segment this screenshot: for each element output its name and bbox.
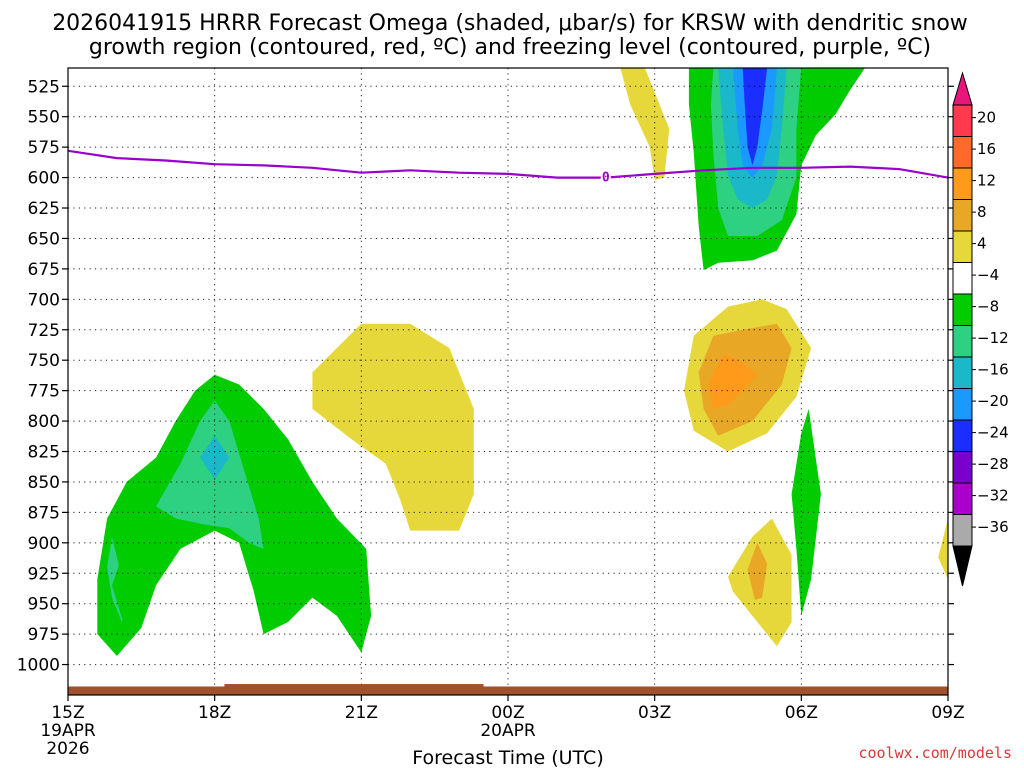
y-tick-label-1000: 1000 <box>17 656 60 676</box>
colorbar-top-arrow <box>952 71 973 106</box>
colorbar-label-9: −20 <box>977 392 1009 410</box>
colorbar-label-3: 8 <box>977 203 987 221</box>
y-tick-label-850: 850 <box>28 473 60 493</box>
y-tick-label-725: 725 <box>28 321 60 341</box>
x-tick-label-03Z: 03Z <box>638 703 671 723</box>
colorbar-label-7: −12 <box>977 329 1009 347</box>
y-tick-label-775: 775 <box>28 382 60 402</box>
colorbar-label-13: −36 <box>977 518 1009 536</box>
x-tick-date-19APR: 19APR <box>40 721 96 741</box>
y-tick-label-525: 525 <box>28 77 60 97</box>
colorbar-segment-11 <box>952 451 973 484</box>
colorbar-segment-2 <box>952 167 973 200</box>
freezing-level-label-bg <box>600 169 611 184</box>
y-axis: 525 550 575 600 625 650 675 700 725 750 775 800 825 8… <box>17 77 954 676</box>
colorbar-label-5: −4 <box>977 266 999 284</box>
y-tick-label-575: 575 <box>28 138 60 158</box>
colorbar-label-0: 20 <box>977 109 996 127</box>
x-tick-label-21Z: 21Z <box>345 703 378 723</box>
x-tick-label-00Z: 00Z <box>491 703 524 723</box>
x-axis-label: Forecast Time (UTC) <box>412 747 603 768</box>
x-tick-label-06Z: 06Z <box>785 703 818 723</box>
x-tick-year-2026: 2026 <box>46 739 89 759</box>
x-tick-date-20APR: 20APR <box>480 721 536 741</box>
gridlines <box>68 68 948 695</box>
colorbar-label-1: 16 <box>977 140 996 158</box>
freezing-level-layer: 0 <box>68 149 948 186</box>
colorbar-segment-3 <box>952 199 973 232</box>
terrain-layer <box>68 684 948 695</box>
colorbar-segment-13 <box>952 514 973 547</box>
colorbar-segment-6 <box>952 293 973 326</box>
credit-text: coolwx.com/models <box>858 744 1012 762</box>
omega-region-descent-09z <box>938 518 948 580</box>
omega-region-lowlevel-ascent-core <box>156 400 264 549</box>
colorbar-segment-12 <box>952 482 973 515</box>
x-tick-label-09Z: 09Z <box>931 703 964 723</box>
y-tick-label-975: 975 <box>28 625 60 645</box>
colorbar-segment-5 <box>952 262 973 295</box>
colorbar-label-10: −24 <box>977 424 1009 442</box>
colorbar-label-2: 12 <box>977 172 996 190</box>
colorbar-segment-9 <box>952 388 973 421</box>
y-tick-label-800: 800 <box>28 412 60 432</box>
omega-region-descent-05z-8 <box>747 542 768 600</box>
omega-region-ascent-16z-sliver <box>112 542 142 635</box>
y-tick-label-875: 875 <box>28 503 60 523</box>
y-tick-label-950: 950 <box>28 595 60 615</box>
colorbar: 20 16 12 8 4 −4 −8 −12 −16 −20 −24 −28 −32 −36 <box>952 71 1009 587</box>
y-tick-label-900: 900 <box>28 534 60 554</box>
colorbar-label-4: 4 <box>977 235 987 253</box>
chart-title-line2: growth region (contoured, red, ºC) and f… <box>89 35 931 60</box>
colorbar-label-8: −16 <box>977 361 1009 379</box>
y-tick-label-925: 925 <box>28 564 60 584</box>
x-tick-label-15Z: 15Z <box>51 703 84 723</box>
freezing-level-label: 0 <box>602 171 610 186</box>
colorbar-segment-1 <box>952 136 973 169</box>
omega-region-descent-03z <box>620 68 670 180</box>
colorbar-segment-7 <box>952 325 973 358</box>
colorbar-label-11: −28 <box>977 455 1009 473</box>
y-tick-label-825: 825 <box>28 443 60 463</box>
colorbar-segment-4 <box>952 230 973 263</box>
omega-region-descent-21z <box>312 323 474 531</box>
freezing-level-line <box>68 149 948 179</box>
chart-title: 2026041915 HRRR Forecast Omega (shaded, … <box>52 11 968 60</box>
colorbar-bottom-arrow <box>952 545 973 587</box>
terrain-fill <box>68 686 948 695</box>
y-tick-label-600: 600 <box>28 169 60 189</box>
colorbar-label-6: −8 <box>977 298 999 316</box>
colorbar-segment-8 <box>952 356 973 389</box>
x-tick-label-18Z: 18Z <box>198 703 231 723</box>
y-tick-label-750: 750 <box>28 351 60 371</box>
colorbar-label-12: −32 <box>977 487 1009 505</box>
omega-region-descent-04z-12 <box>708 354 758 409</box>
colorbar-segment-10 <box>952 419 973 452</box>
y-tick-label-675: 675 <box>28 260 60 280</box>
y-tick-label-625: 625 <box>28 199 60 219</box>
colorbar-segment-0 <box>952 104 973 137</box>
terrain-raised-segment <box>224 684 484 695</box>
y-tick-label-550: 550 <box>28 108 60 128</box>
y-tick-label-650: 650 <box>28 229 60 249</box>
chart-title-line1: 2026041915 HRRR Forecast Omega (shaded, … <box>52 11 968 36</box>
omega-region-ascent-06z-column <box>791 408 821 616</box>
y-tick-label-700: 700 <box>28 290 60 310</box>
